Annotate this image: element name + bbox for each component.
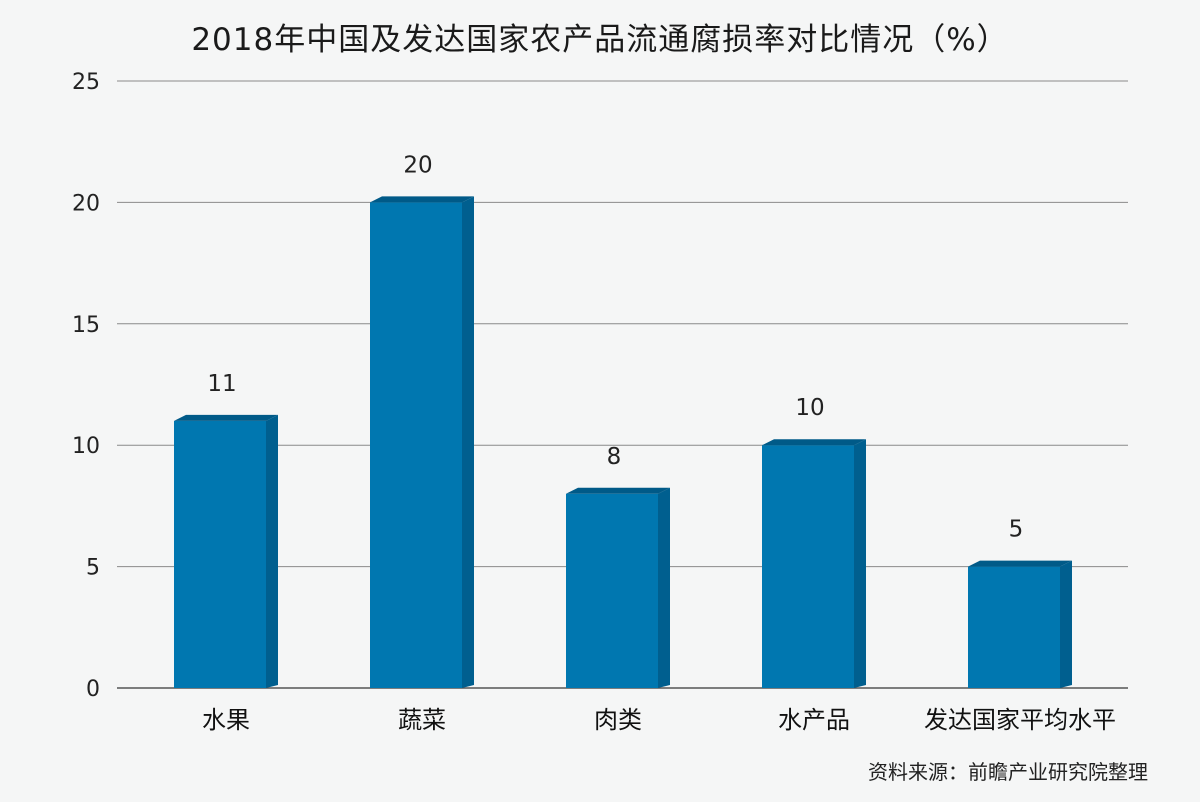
data-label: 10	[795, 395, 824, 421]
bar	[968, 560, 1072, 688]
data-label: 8	[607, 444, 622, 470]
bar-front	[968, 566, 1060, 688]
bar-front	[762, 445, 854, 688]
bar-front	[370, 202, 462, 688]
x-category-label: 蔬菜	[398, 706, 446, 734]
data-label: 20	[403, 152, 432, 178]
x-category-label: 肉类	[594, 706, 642, 734]
bar-top	[762, 439, 866, 446]
y-tick-label: 0	[86, 677, 100, 702]
y-axis-ticks: 0 5 10 15 20 25	[72, 70, 100, 702]
data-label: 11	[207, 371, 236, 397]
bar	[762, 439, 866, 688]
chart-title: 2018年中国及发达国家农产品流通腐损率对比情况（%）	[191, 22, 1009, 58]
bar-top	[968, 560, 1072, 567]
y-tick-label: 5	[86, 556, 100, 581]
y-tick-label: 20	[72, 191, 100, 216]
bar-side	[1060, 560, 1072, 688]
bar	[174, 414, 278, 688]
bar-top	[370, 196, 474, 203]
bar-side	[854, 439, 866, 688]
bar-top	[174, 414, 278, 421]
bar-front	[566, 493, 658, 688]
x-category-label: 水果	[202, 706, 250, 734]
x-axis-categories: 水果 蔬菜 肉类 水产品 发达国家平均水平	[202, 706, 1116, 734]
bar	[566, 487, 670, 688]
x-category-label: 发达国家平均水平	[924, 706, 1116, 734]
bar	[370, 196, 474, 688]
bar-front	[174, 420, 266, 688]
x-category-label: 水产品	[778, 706, 850, 734]
data-label: 5	[1009, 517, 1024, 543]
data-labels: 11 20 8 10 5	[207, 152, 1023, 542]
y-tick-label: 10	[72, 434, 100, 459]
source-note: 资料来源：前瞻产业研究院整理	[868, 760, 1148, 784]
bar-side	[266, 414, 278, 688]
bar-top	[566, 487, 670, 494]
bar-side	[462, 196, 474, 688]
y-tick-label: 25	[72, 70, 100, 95]
y-tick-label: 15	[72, 313, 100, 338]
bar-side	[658, 487, 670, 688]
bars	[174, 196, 1072, 688]
